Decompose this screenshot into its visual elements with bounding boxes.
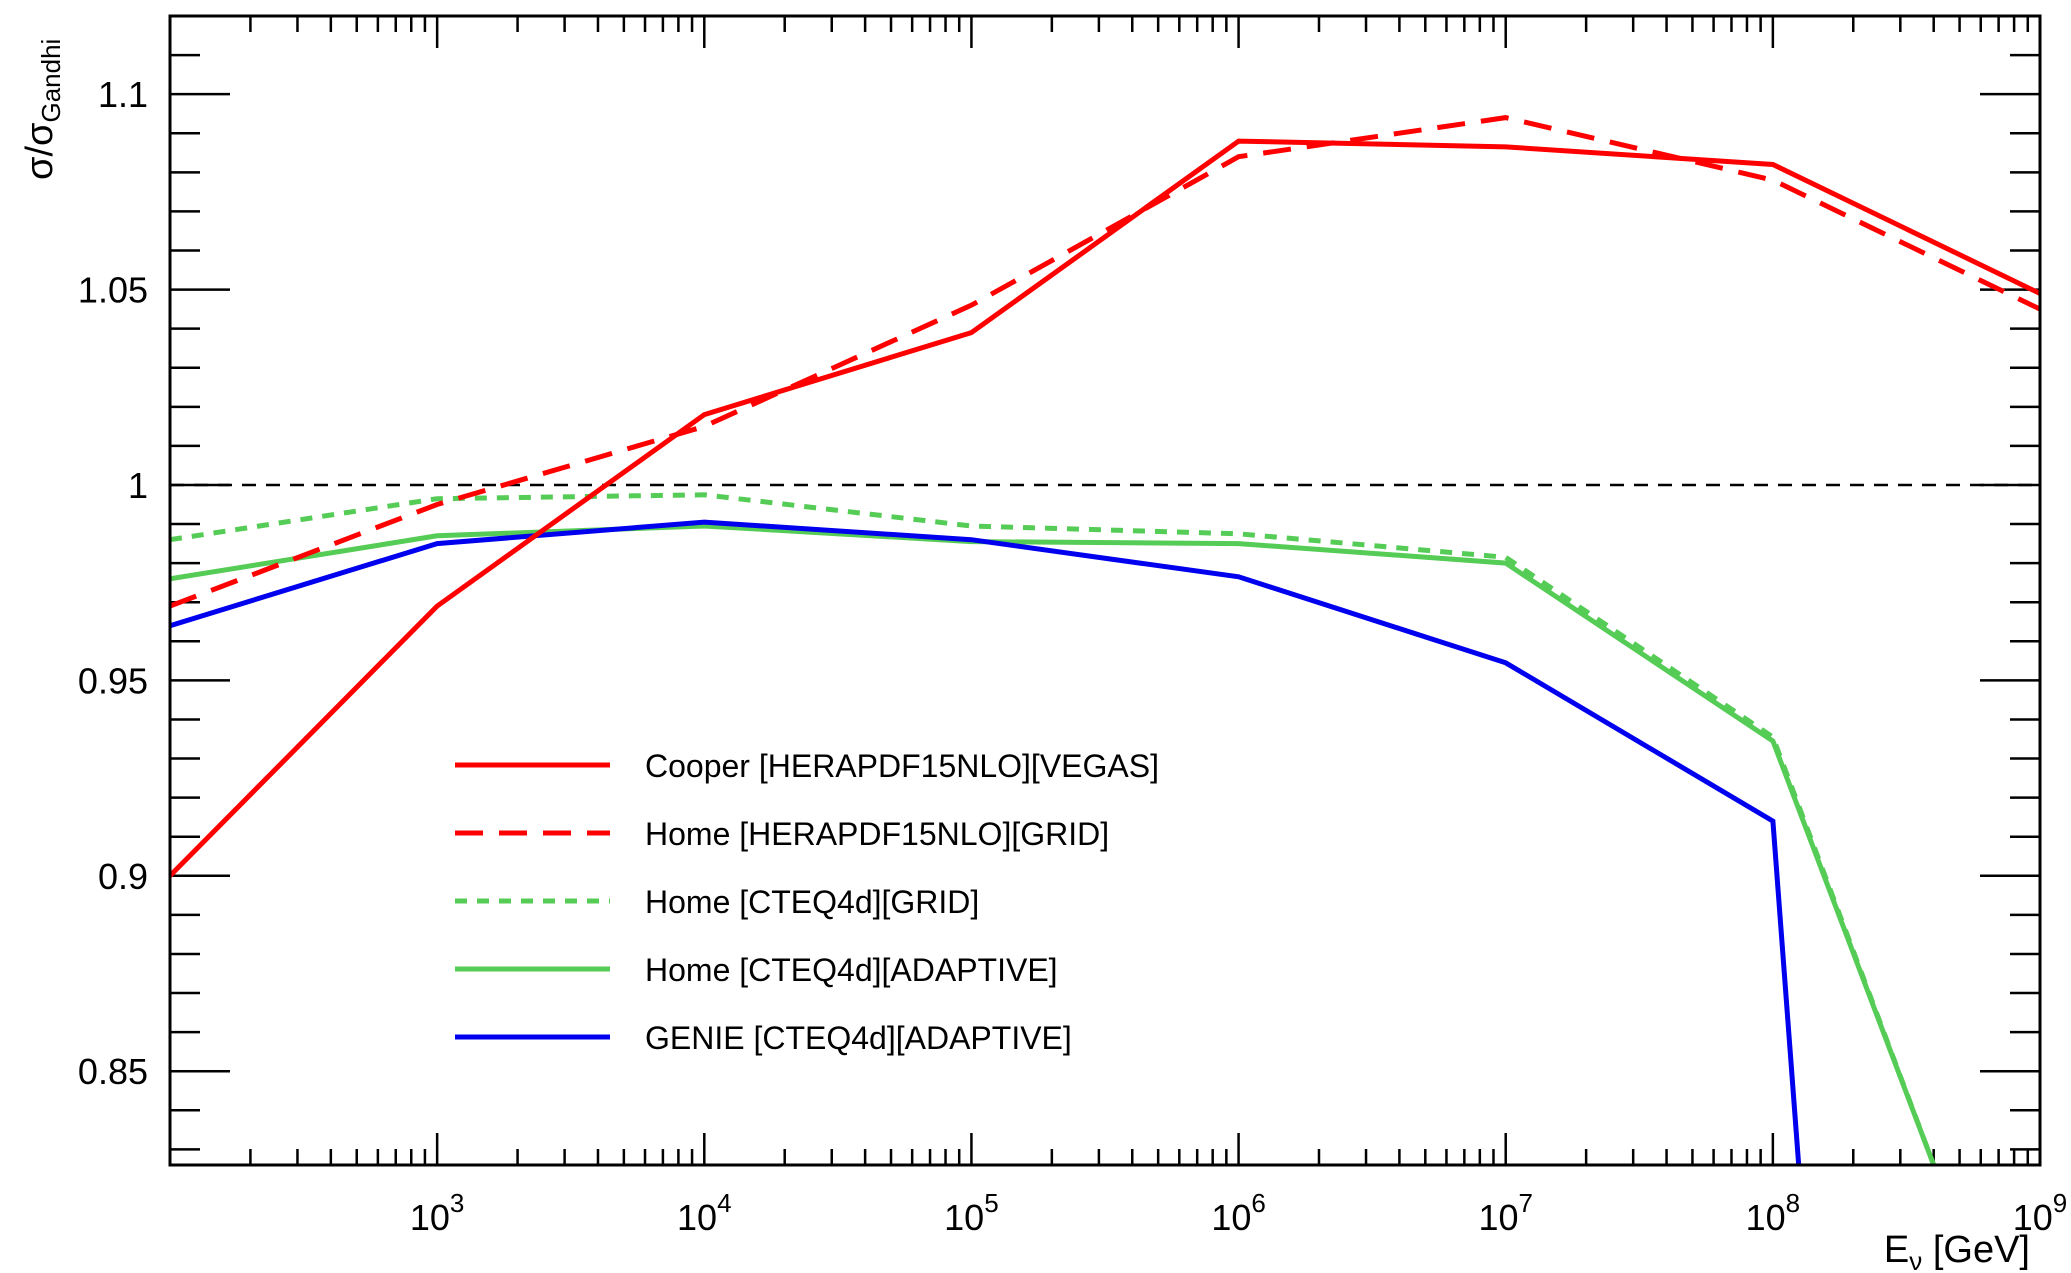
x-tick-label-base: 10	[1478, 1197, 1518, 1238]
y-tick-label: 1.1	[98, 74, 148, 115]
y-axis-title: σ/σGandhi	[19, 39, 66, 180]
x-tick-label-exp: 8	[1786, 1188, 1800, 1218]
x-tick-label-exp: 5	[984, 1188, 998, 1218]
x-tick-label-base: 10	[2013, 1197, 2053, 1238]
x-tick-label: 103	[410, 1188, 465, 1238]
x-tick-label: 105	[944, 1188, 999, 1238]
y-tick-label: 0.9	[98, 856, 148, 897]
x-tick-label: 106	[1211, 1188, 1266, 1238]
x-tick-label-exp: 9	[2053, 1188, 2067, 1218]
legend-label: GENIE [CTEQ4d][ADAPTIVE]	[645, 1020, 1072, 1056]
series-line	[170, 115, 2040, 609]
plot-frame-group	[168, 14, 2042, 1167]
y-axis-title-main: σ/σ	[19, 123, 61, 180]
x-tick-label: 108	[1746, 1188, 1801, 1238]
x-tick-label-base: 10	[410, 1197, 450, 1238]
x-axis-title: Eν [GeV]	[1884, 1229, 2030, 1273]
x-tick-label: 104	[677, 1188, 732, 1238]
x-tick-label-exp: 3	[450, 1188, 464, 1218]
y-tick-label: 0.95	[78, 660, 148, 701]
x-tick-label-base: 10	[944, 1197, 984, 1238]
x-tick-label: 107	[1478, 1188, 1533, 1238]
series-line	[170, 519, 1802, 1165]
legend: Cooper [HERAPDF15NLO][VEGAS] Home [HERAPD…	[455, 748, 1159, 1056]
legend-label: Home [CTEQ4d][ADAPTIVE]	[645, 952, 1058, 988]
y-tick-labels: 0.85 0.9 0.95 1 1.05 1.1	[78, 74, 148, 1092]
x-tick-label-base: 10	[1746, 1197, 1786, 1238]
x-tick-labels: 103 104 105 106 107 108 109	[410, 1188, 2067, 1238]
x-tick-label-exp: 4	[717, 1188, 731, 1218]
legend-label: Home [CTEQ4d][GRID]	[645, 884, 979, 920]
x-axis-title-unit: [GeV]	[1922, 1229, 2030, 1271]
x-axis-title-sub: ν	[1909, 1246, 1922, 1273]
x-tick-label-exp: 7	[1519, 1188, 1533, 1218]
y-axis-title-sub: Gandhi	[36, 39, 66, 123]
x-tick-label-base: 10	[677, 1197, 717, 1238]
plot-frame	[168, 14, 2042, 1167]
series-group	[170, 115, 2040, 1165]
series-line	[170, 523, 1937, 1165]
legend-label: Home [HERAPDF15NLO][GRID]	[645, 816, 1109, 852]
legend-label: Cooper [HERAPDF15NLO][VEGAS]	[645, 748, 1159, 784]
x-axis-title-main: E	[1884, 1229, 1909, 1271]
axis-ticks	[168, 14, 2042, 1165]
y-tick-label: 1	[128, 465, 148, 506]
x-tick-label: 109	[2013, 1188, 2068, 1238]
x-tick-label-exp: 6	[1251, 1188, 1265, 1218]
series-line	[170, 492, 1937, 1165]
y-tick-label: 0.85	[78, 1051, 148, 1092]
x-tick-label-base: 10	[1211, 1197, 1251, 1238]
y-tick-label: 1.05	[78, 270, 148, 311]
series-line	[170, 138, 2040, 878]
